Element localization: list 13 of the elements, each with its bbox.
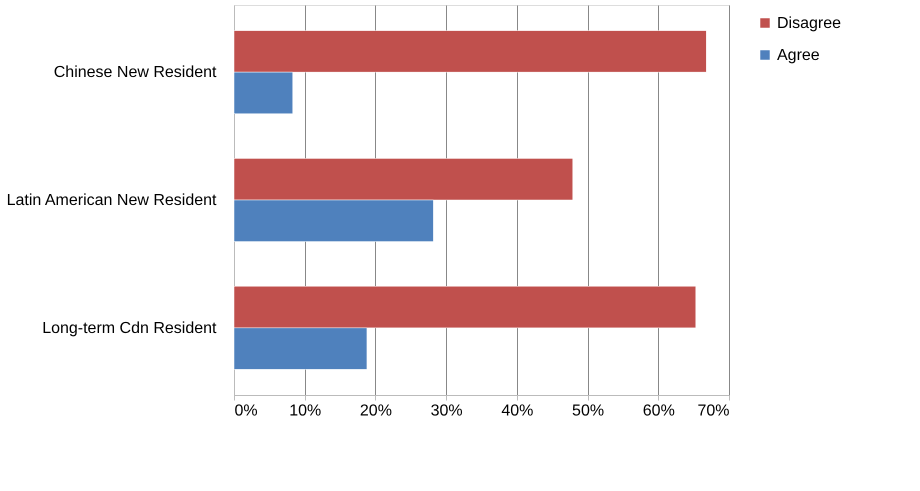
x-tick-label: 20% (360, 402, 392, 420)
legend-label: Disagree (777, 15, 842, 32)
x-tick-label: 10% (289, 402, 322, 420)
x-tick-label: 30% (430, 402, 463, 420)
legend-label: Agree (777, 47, 820, 64)
x-tick-label: 40% (501, 402, 534, 420)
x-tick-label: 50% (572, 402, 604, 420)
x-tick-label: 60% (642, 402, 675, 420)
y-tick-label: Long-term Cdn Resident (42, 320, 218, 337)
x-tick-label: 0% (234, 402, 258, 420)
y-tick-label: Chinese New Resident (54, 64, 218, 82)
y-tick-label: Latin American New Resident (6, 192, 218, 209)
x-tick-label: 70% (697, 402, 730, 420)
